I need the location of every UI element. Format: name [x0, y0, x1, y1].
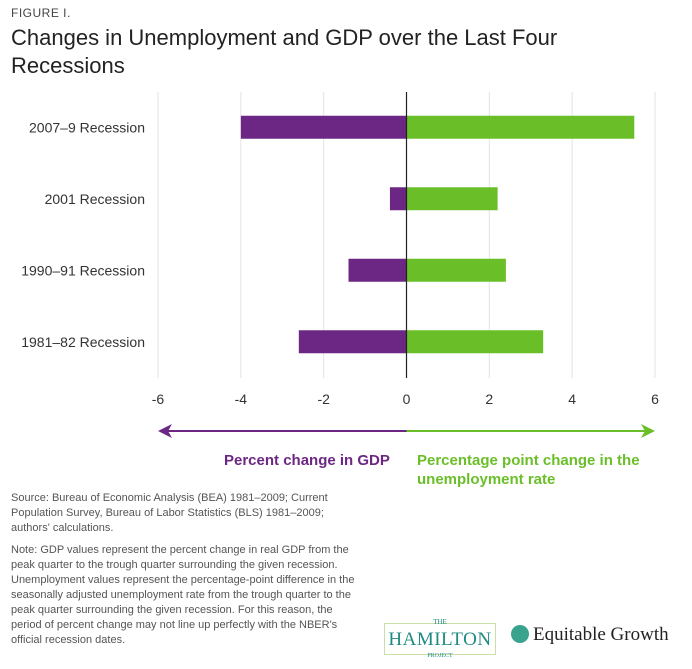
x-tick-label: -6	[152, 391, 165, 407]
note-text: Note: GDP values represent the percent c…	[11, 544, 355, 646]
x-tick-label: 6	[651, 391, 659, 407]
x-tick-label: -4	[235, 391, 248, 407]
logo-text: THE	[433, 618, 447, 626]
legend-unemployment: Percentage point change in the unemploym…	[417, 452, 640, 488]
equitable-growth-logo: Equitable Growth	[511, 624, 669, 646]
bar	[348, 258, 407, 282]
category-label: 1981–82 Recession	[21, 334, 145, 350]
bar	[406, 115, 635, 139]
chart-title: Changes in Unemployment and GDP over the…	[11, 25, 558, 78]
bar	[389, 187, 407, 211]
logo-text: Equitable Growth	[533, 624, 669, 645]
bar	[406, 187, 498, 211]
growth-icon	[511, 625, 529, 643]
legend-gdp: Percent change in GDP	[224, 452, 390, 469]
category-label: 2001 Recession	[45, 191, 145, 207]
category-label: 2007–9 Recession	[29, 119, 145, 135]
x-tick-label: 4	[568, 391, 576, 407]
x-tick-label: -2	[317, 391, 330, 407]
hamilton-project-logo: THE HAMILTON PROJECT	[384, 618, 496, 659]
bar	[240, 115, 407, 139]
arrow-right-icon	[641, 424, 655, 438]
x-tick-label: 2	[485, 391, 493, 407]
source-text: Source: Bureau of Economic Analysis (BEA…	[11, 492, 328, 534]
logo-text: PROJECT	[427, 653, 453, 659]
logo-text: HAMILTON	[388, 629, 492, 650]
category-label: 1990–91 Recession	[21, 262, 145, 278]
figure-label: FIGURE I.	[11, 6, 71, 20]
arrow-left-icon	[158, 424, 172, 438]
bar	[406, 330, 544, 354]
x-tick-label: 0	[403, 391, 411, 407]
bar	[406, 258, 506, 282]
bar	[298, 330, 407, 354]
